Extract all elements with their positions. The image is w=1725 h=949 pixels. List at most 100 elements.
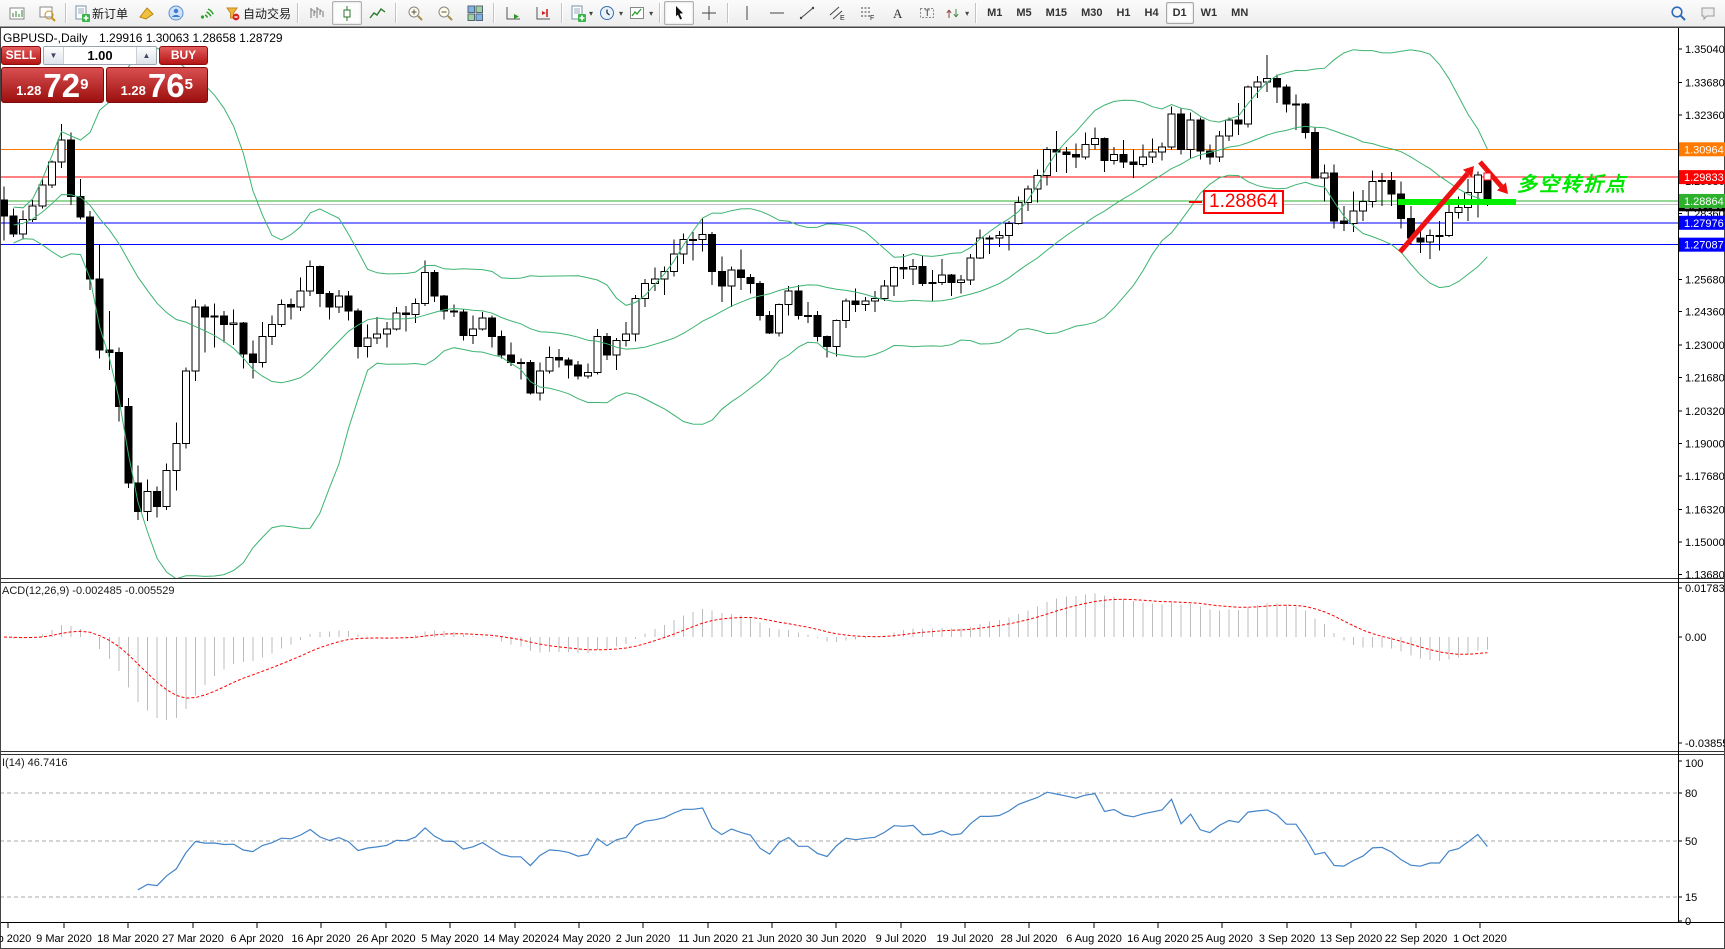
timeframe-button-M30[interactable]: M30: [1081, 7, 1103, 19]
autotrading-button[interactable]: 自动交易: [221, 1, 294, 25]
sell-price-big: 72: [43, 67, 81, 104]
zoomwin-glyph: [39, 6, 56, 22]
autotrading-button-label: 自动交易: [243, 6, 292, 21]
timeframe-button-W1[interactable]: W1: [1200, 7, 1218, 19]
timeframe-button-M1[interactable]: M1: [987, 7, 1003, 19]
svg-text:27 Mar 2020: 27 Mar 2020: [162, 933, 224, 945]
rsi-indicator: [0, 791, 1678, 898]
zoom-in-button[interactable]: [400, 1, 430, 25]
price-axis[interactable]: 1.350401.336801.323601.296801.283601.256…: [1678, 44, 1725, 928]
buy-price-small: 1.28: [120, 83, 146, 98]
horizontal-line-button[interactable]: [762, 1, 792, 25]
dropdown-arrow-icon: ▾: [649, 8, 654, 18]
svg-text:1.21680: 1.21680: [1685, 373, 1725, 385]
svg-text:13 Sep 2020: 13 Sep 2020: [1320, 933, 1382, 945]
svg-text:1.35040: 1.35040: [1685, 44, 1725, 56]
svg-text:2 Jun 2020: 2 Jun 2020: [616, 933, 670, 945]
line-chart-button[interactable]: [362, 1, 392, 25]
tile-windows-button[interactable]: [460, 1, 490, 25]
cursor-button[interactable]: [664, 1, 695, 25]
text-label-button[interactable]: T: [912, 1, 942, 25]
bar-chart-button[interactable]: [302, 1, 332, 25]
volume-input[interactable]: 1.00: [87, 48, 113, 63]
new-order-button[interactable]: 新订单: [70, 1, 131, 25]
text-button[interactable]: A: [882, 1, 912, 25]
timeframe-button-M5[interactable]: M5: [1016, 7, 1032, 19]
chart-shift-button[interactable]: [528, 1, 558, 25]
sell-button[interactable]: SELL: [1, 46, 41, 65]
svg-text:24 May 2020: 24 May 2020: [547, 933, 611, 945]
trendline-button[interactable]: [792, 1, 822, 25]
turning-point-annotation[interactable]: 多空转折点: [1517, 174, 1627, 196]
toolbar-separator: [727, 3, 730, 23]
vline-glyph: [746, 5, 748, 20]
volume-decrease-button[interactable]: ▼: [44, 47, 64, 64]
toolbar-separator: [561, 3, 564, 23]
svg-text:30 Jun 2020: 30 Jun 2020: [806, 933, 867, 945]
ohlc-values: 1.29916 1.30063 1.28658 1.28729: [99, 31, 283, 45]
buy-button[interactable]: BUY: [159, 46, 208, 65]
svg-text:1.15000: 1.15000: [1685, 537, 1725, 549]
vertical-line-button[interactable]: [732, 1, 762, 25]
price-level-annotation[interactable]: 1.28864: [1203, 190, 1284, 214]
volume-increase-button[interactable]: ▲: [136, 47, 156, 64]
price-badge: 1.29833: [1684, 172, 1724, 184]
svg-text:3 Sep 2020: 3 Sep 2020: [1259, 933, 1315, 945]
macd-indicator: [3, 593, 1488, 720]
buy-price-sup: 5: [184, 76, 193, 93]
svg-text:14 May 2020: 14 May 2020: [483, 933, 547, 945]
labelt-glyph: T: [919, 7, 934, 18]
timeframe-button-D1[interactable]: D1: [1165, 2, 1194, 24]
svg-text:100: 100: [1685, 758, 1703, 770]
zin-glyph: [408, 6, 423, 21]
template-glyph: [630, 6, 645, 19]
svg-text:80: 80: [1685, 788, 1697, 800]
timeframe-button-H4[interactable]: H4: [1144, 7, 1159, 19]
templates-button[interactable]: ▾: [626, 1, 656, 25]
rsi-indicator-label: I(14) 46.7416: [2, 757, 68, 769]
timeframe-button-H1[interactable]: H1: [1116, 7, 1131, 19]
crosshair-button[interactable]: [694, 1, 724, 25]
signals-icon[interactable]: [191, 1, 221, 25]
svg-text:0.017833: 0.017833: [1685, 583, 1725, 595]
chat-icon[interactable]: [1693, 1, 1723, 25]
candlestick-chart-button[interactable]: [332, 1, 363, 25]
toolbar-separator: [297, 3, 300, 23]
meta-glyph: [138, 6, 154, 20]
channel-glyph: E: [829, 6, 845, 22]
svg-text:28 Jul 2020: 28 Jul 2020: [1001, 933, 1058, 945]
community-icon[interactable]: [161, 1, 191, 25]
new-order-button-label: 新订单: [92, 6, 129, 21]
sell-price-small: 1.28: [16, 83, 42, 98]
auto-scroll-button[interactable]: [498, 1, 528, 25]
fibonacci-button[interactable]: F: [852, 1, 882, 25]
clock-glyph: [600, 5, 615, 20]
bars-glyph: [310, 6, 324, 18]
equidistant-channel-button[interactable]: E: [822, 1, 852, 25]
zoom-window-icon[interactable]: [32, 1, 62, 25]
svg-text:1.13680: 1.13680: [1685, 569, 1725, 581]
toolbar-separator: [65, 3, 67, 23]
tile-glyph: [467, 5, 483, 21]
timeframe-button-M15[interactable]: M15: [1045, 7, 1068, 19]
periods-button[interactable]: ▾: [596, 1, 626, 25]
new-chart-button[interactable]: ▾: [566, 1, 596, 25]
price-badge: 1.30964: [1684, 144, 1724, 156]
svg-text:A: A: [893, 6, 903, 21]
zout-glyph: [438, 6, 453, 21]
sell-price-box[interactable]: 1.28 72 9: [1, 67, 104, 103]
user-drawings[interactable]: [1189, 160, 1516, 254]
zoom-out-button[interactable]: [430, 1, 460, 25]
community-glyph: [168, 5, 184, 20]
price-badge: 1.28864: [1684, 196, 1724, 208]
macd-indicator-label: ACD(12,26,9) -0.002485 -0.005529: [2, 585, 175, 597]
svg-text:1.16320: 1.16320: [1685, 505, 1725, 517]
metaeditor-icon[interactable]: [131, 1, 161, 25]
buy-price-box[interactable]: 1.28 76 5: [105, 67, 208, 103]
chart-window-icon[interactable]: [2, 1, 32, 25]
timeframe-button-MN[interactable]: MN: [1231, 7, 1249, 19]
arrows-button[interactable]: ▾: [942, 1, 972, 25]
search-icon[interactable]: [1663, 1, 1693, 25]
